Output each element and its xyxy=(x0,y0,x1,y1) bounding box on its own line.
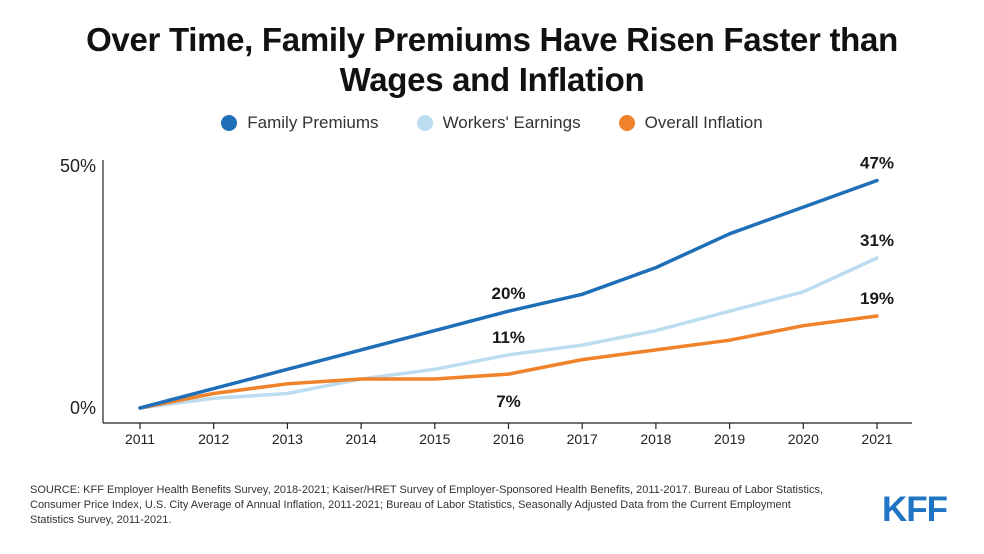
x-tick-label: 2016 xyxy=(493,431,524,447)
data-label: 47% xyxy=(860,154,894,173)
data-label: 11% xyxy=(492,328,525,347)
chart-title-line2: Wages and Inflation xyxy=(339,61,645,98)
chart-series xyxy=(138,178,879,410)
x-tick-label: 2021 xyxy=(861,431,892,447)
y-tick-label: 0% xyxy=(70,398,96,418)
chart-legend: Family Premiums Workers' Earnings Overal… xyxy=(0,113,984,133)
legend-item-overall-inflation: Overall Inflation xyxy=(618,113,763,133)
x-tick-label: 2013 xyxy=(272,431,303,447)
x-tick-label: 2020 xyxy=(788,431,819,447)
legend-swatch-family-premiums xyxy=(221,115,238,131)
data-label: 19% xyxy=(860,289,894,308)
source-note: SOURCE: KFF Employer Health Benefits Sur… xyxy=(30,484,823,526)
data-label: 31% xyxy=(860,231,894,250)
chart-annotations: 47% 31% 19% 20% 11% 7% xyxy=(491,154,894,412)
legend-swatch-overall-inflation xyxy=(618,115,635,131)
data-label: 20% xyxy=(491,284,525,303)
chart-title-line1: Over Time, Family Premiums Have Risen Fa… xyxy=(86,21,898,58)
x-tick-label: 2012 xyxy=(198,431,229,447)
x-tick-label: 2015 xyxy=(419,431,450,447)
legend-item-family-premiums: Family Premiums xyxy=(221,113,379,133)
x-tick-label: 2018 xyxy=(640,431,671,447)
x-tick-label: 2019 xyxy=(714,431,745,447)
data-label: 7% xyxy=(496,392,521,411)
series-line-family-premiums xyxy=(138,178,879,410)
x-tick-label: 2017 xyxy=(567,431,598,447)
x-tick-label: 2011 xyxy=(125,431,155,447)
legend-label-family-premiums: Family Premiums xyxy=(247,113,379,132)
kff-logo: KFF xyxy=(882,490,948,529)
chart-title: Over Time, Family Premiums Have Risen Fa… xyxy=(0,20,984,100)
legend-item-workers-earnings: Workers' Earnings xyxy=(416,113,581,133)
legend-label-overall-inflation: Overall Inflation xyxy=(644,113,763,132)
y-tick-label: 50% xyxy=(60,156,96,176)
x-tick-label: 2014 xyxy=(346,431,377,447)
series-line-workers-earnings xyxy=(138,256,879,410)
series-line-overall-inflation xyxy=(138,314,879,410)
legend-swatch-workers-earnings xyxy=(416,115,433,131)
legend-label-workers-earnings: Workers' Earnings xyxy=(442,113,581,132)
chart-axes: 2011 2012 2013 2014 2015 2016 2017 2018 2019 2020… xyxy=(60,156,912,447)
